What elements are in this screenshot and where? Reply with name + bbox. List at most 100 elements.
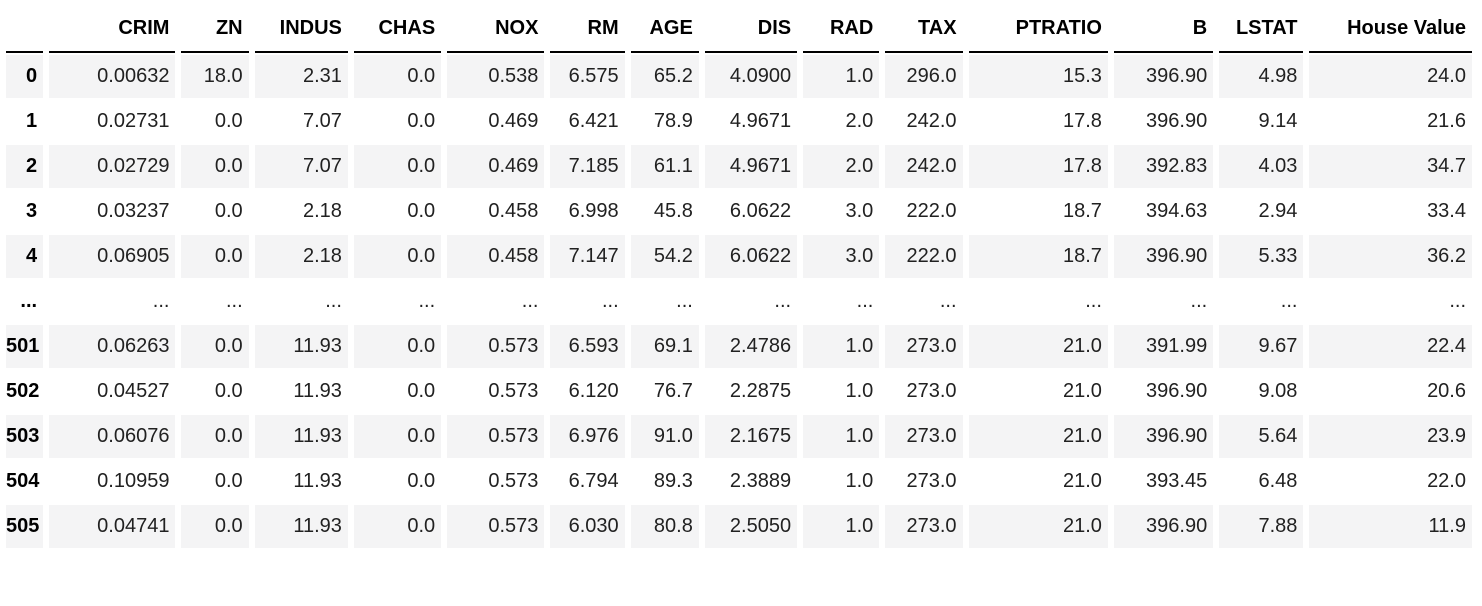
table-cell: 0.0: [407, 380, 436, 402]
table-cell: 0.0: [181, 235, 249, 278]
table-cell: 0.0: [407, 200, 436, 222]
column-header-indus: INDUS: [254, 4, 348, 53]
table-cell: 273.0: [885, 415, 963, 458]
table-cell: 6.976: [550, 415, 625, 458]
table-cell: 222.0: [885, 235, 963, 278]
table-cell: 0.0: [353, 505, 442, 548]
table-cell: 11.93: [254, 415, 348, 458]
table-cell: 6.794: [568, 470, 619, 492]
table-cell: 0.0: [353, 415, 442, 458]
table-cell: 396.90: [1146, 380, 1208, 402]
table-cell: 6.030: [550, 505, 625, 548]
row-index: 503: [6, 415, 44, 458]
table-cell: 0.0: [214, 380, 243, 402]
table-row: 1 0.02731 0.0 7.07 0.0 0.469 6.421 78.9 4.9671 2.…: [6, 100, 1472, 143]
table-cell: 21.0: [968, 415, 1108, 458]
table-cell: 273.0: [906, 470, 957, 492]
table-cell: 11.93: [254, 505, 348, 548]
table-cell: 396.90: [1113, 415, 1214, 458]
table-cell: 0.06905: [49, 235, 176, 278]
row-index: 2: [6, 145, 44, 188]
row-index: 505: [6, 505, 44, 548]
table-cell: 2.3889: [729, 470, 792, 492]
table-cell: 0.0: [181, 415, 249, 458]
table-cell: 0.458: [488, 200, 539, 222]
table-cell: 36.2: [1309, 235, 1472, 278]
table-cell: 2.4786: [704, 325, 798, 368]
table-cell: 4.9671: [729, 110, 792, 132]
table-cell: 0.538: [447, 55, 545, 98]
table-cell: 1.0: [803, 325, 880, 368]
table-row: 3 0.03237 0.0 2.18 0.0 0.458 6.998 45.8 6.0622 3.…: [6, 190, 1472, 233]
table-cell: 0.06076: [49, 415, 176, 458]
table-cell: 0.00632: [49, 55, 176, 98]
table-cell: ...: [325, 290, 342, 312]
table-cell: 4.98: [1219, 55, 1304, 98]
table-cell: 6.120: [568, 380, 619, 402]
table-cell: 65.2: [630, 55, 699, 98]
table-cell: 4.0900: [704, 55, 798, 98]
table-row: 4 0.06905 0.0 2.18 0.0 0.458 7.147 54.2 6.0622 3.…: [6, 235, 1472, 278]
table-cell: 242.0: [906, 110, 957, 132]
row-index: 4: [6, 235, 44, 278]
table-cell: 0.573: [447, 325, 545, 368]
table-cell: 34.7: [1309, 145, 1472, 188]
table-cell: 0.469: [447, 145, 545, 188]
column-header-age: AGE: [630, 4, 699, 53]
column-header-lstat: LSTAT: [1219, 4, 1304, 53]
table-cell: 6.593: [550, 325, 625, 368]
table-cell: ...: [1280, 290, 1298, 312]
row-index: 504: [6, 470, 40, 492]
table-row: 503 0.06076 0.0 11.93 0.0 0.573 6.976 91.0 2.167…: [6, 415, 1472, 458]
table-cell: 33.4: [1427, 200, 1466, 222]
column-header-nox: NOX: [447, 4, 545, 53]
row-index: 3: [25, 200, 38, 222]
table-cell: 396.90: [1113, 505, 1214, 548]
table-cell: 5.64: [1219, 415, 1304, 458]
table-cell: 393.45: [1146, 470, 1208, 492]
table-cell: 0.0: [353, 325, 442, 368]
table-cell: ...: [601, 290, 619, 312]
row-index: 502: [6, 380, 40, 402]
table-cell: 0.573: [488, 380, 539, 402]
table-cell: 2.0: [845, 110, 874, 132]
row-index: 0: [6, 55, 44, 98]
table-cell: 7.185: [550, 145, 625, 188]
table-cell: 22.0: [1427, 470, 1466, 492]
table-cell: 9.14: [1258, 110, 1298, 132]
table-cell: 1.0: [803, 505, 880, 548]
table-cell: 296.0: [885, 55, 963, 98]
table-cell: 0.04527: [97, 380, 170, 402]
table-cell: 273.0: [906, 380, 957, 402]
table-cell: 69.1: [630, 325, 699, 368]
table-cell: 11.93: [293, 470, 342, 492]
table-row: 2 0.02729 0.0 7.07 0.0 0.469 7.185 61.1 4.9671 2.…: [6, 145, 1472, 188]
table-cell: 4.03: [1219, 145, 1304, 188]
table-cell: 15.3: [968, 55, 1108, 98]
column-header-tax: TAX: [885, 4, 963, 53]
column-header-zn: ZN: [181, 4, 249, 53]
table-cell: 273.0: [885, 325, 963, 368]
table-cell: 22.4: [1309, 325, 1472, 368]
table-cell: 396.90: [1113, 55, 1214, 98]
table-cell: ...: [856, 290, 874, 312]
table-cell: 2.18: [302, 200, 342, 222]
column-header-rm: RM: [550, 4, 625, 53]
table-cell: 21.0: [968, 325, 1108, 368]
table-cell: 54.2: [630, 235, 699, 278]
dataframe-table: CRIM ZN INDUS CHAS NOX RM AGE DIS RAD TAX PTRATIO B…: [0, 2, 1478, 550]
column-header-crim: CRIM: [49, 4, 176, 53]
table-cell: 2.2875: [729, 380, 792, 402]
table-cell: 9.08: [1258, 380, 1298, 402]
table-cell: 3.0: [845, 200, 874, 222]
table-cell: ...: [774, 290, 792, 312]
table-cell: 17.8: [968, 145, 1108, 188]
table-cell: 6.575: [550, 55, 625, 98]
table-cell: 17.8: [1062, 110, 1102, 132]
table-cell: 0.06263: [49, 325, 176, 368]
table-cell: 1.0: [803, 415, 880, 458]
table-row: 505 0.04741 0.0 11.93 0.0 0.573 6.030 80.8 2.505…: [6, 505, 1472, 548]
table-cell: 0.0: [214, 470, 243, 492]
column-header-dis: DIS: [704, 4, 798, 53]
